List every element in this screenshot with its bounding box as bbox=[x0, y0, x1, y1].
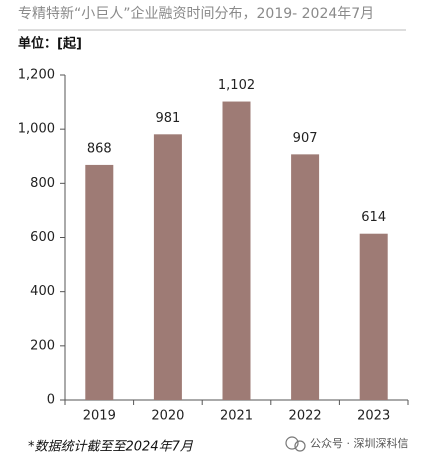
x-tick-label: 2020 bbox=[151, 409, 184, 424]
bar bbox=[291, 154, 320, 400]
y-tick-label: 800 bbox=[30, 176, 55, 191]
y-tick-label: 1,000 bbox=[18, 122, 55, 137]
chart-title: 专精特新“小巨人”企业融资时间分布，2019- 2024年7月 bbox=[18, 5, 374, 22]
bar bbox=[222, 101, 251, 401]
x-tick-label: 2021 bbox=[220, 409, 253, 424]
value-label: 1,102 bbox=[218, 78, 255, 93]
value-label: 614 bbox=[361, 210, 386, 225]
bar bbox=[153, 134, 182, 400]
y-tick-label: 200 bbox=[30, 338, 55, 353]
x-tick-label: 2019 bbox=[83, 409, 116, 424]
value-label: 868 bbox=[87, 141, 112, 156]
x-tick-label: 2023 bbox=[357, 409, 390, 424]
y-tick-label: 600 bbox=[30, 230, 55, 245]
y-tick-label: 1,200 bbox=[18, 68, 55, 83]
bar bbox=[359, 233, 388, 400]
footnote: *数据统计截至至2024年7月 bbox=[28, 440, 194, 455]
value-label: 981 bbox=[155, 111, 180, 126]
x-tick-label: 2022 bbox=[289, 409, 322, 424]
y-tick-label: 0 bbox=[47, 393, 55, 408]
watermark: 公众号 · 深圳深科信 bbox=[310, 436, 409, 450]
y-tick-label: 400 bbox=[30, 284, 55, 299]
watermark-icon bbox=[285, 436, 306, 452]
value-label: 907 bbox=[293, 131, 318, 146]
bar bbox=[85, 164, 114, 400]
unit-label: 单位：[起] bbox=[18, 36, 82, 52]
